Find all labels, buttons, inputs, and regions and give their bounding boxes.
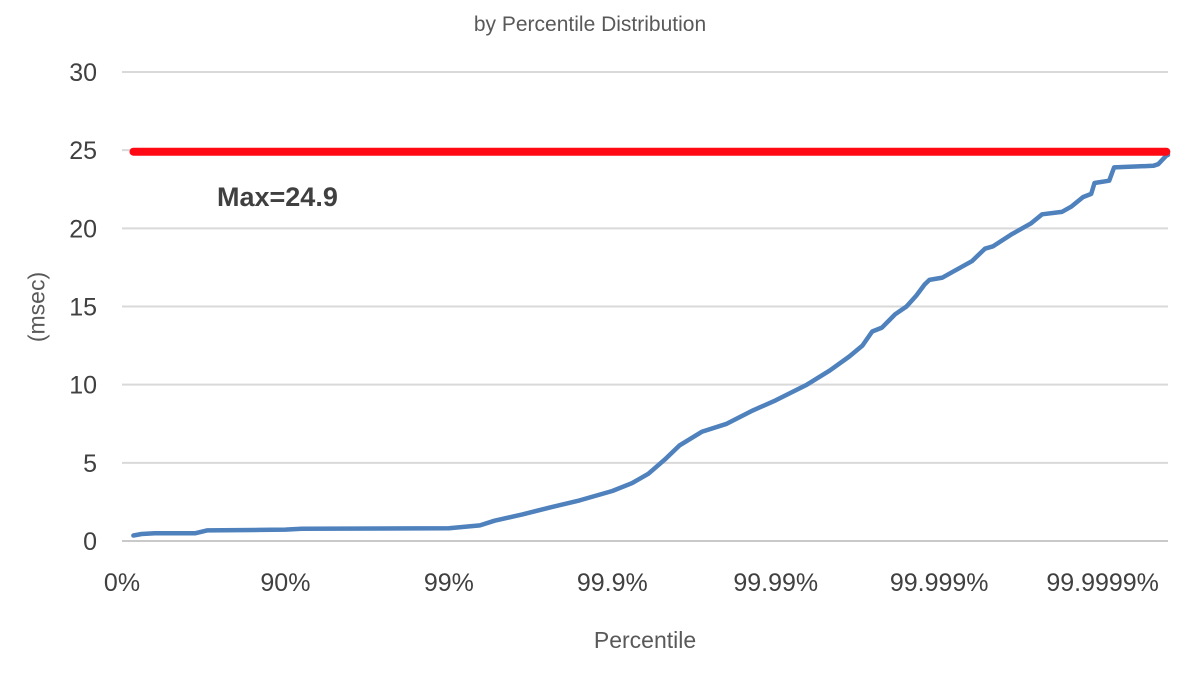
x-tick-label: 99.999% — [890, 569, 989, 597]
max-value-annotation: Max=24.9 — [217, 182, 338, 212]
x-tick-label: 99.9% — [577, 569, 648, 597]
latency-series-line — [131, 152, 1171, 538]
y-tick-label: 15 — [69, 294, 97, 322]
x-tick-label: 99% — [424, 569, 474, 597]
y-tick-label: 20 — [69, 215, 97, 243]
x-tick-label: 0% — [104, 569, 140, 597]
x-tick-label: 99.9999% — [1046, 569, 1159, 597]
y-tick-label: 30 — [69, 59, 97, 87]
y-tick-label: 10 — [69, 372, 97, 400]
x-tick-label: 90% — [260, 569, 310, 597]
x-axis-title: Percentile — [593, 627, 697, 653]
y-tick-label: 25 — [69, 137, 97, 165]
x-tick-label: 99.99% — [733, 569, 818, 597]
y-tick-label: 0 — [83, 528, 97, 556]
y-tick-label: 5 — [83, 450, 97, 478]
chart-title: by Percentile Distribution — [473, 13, 707, 36]
